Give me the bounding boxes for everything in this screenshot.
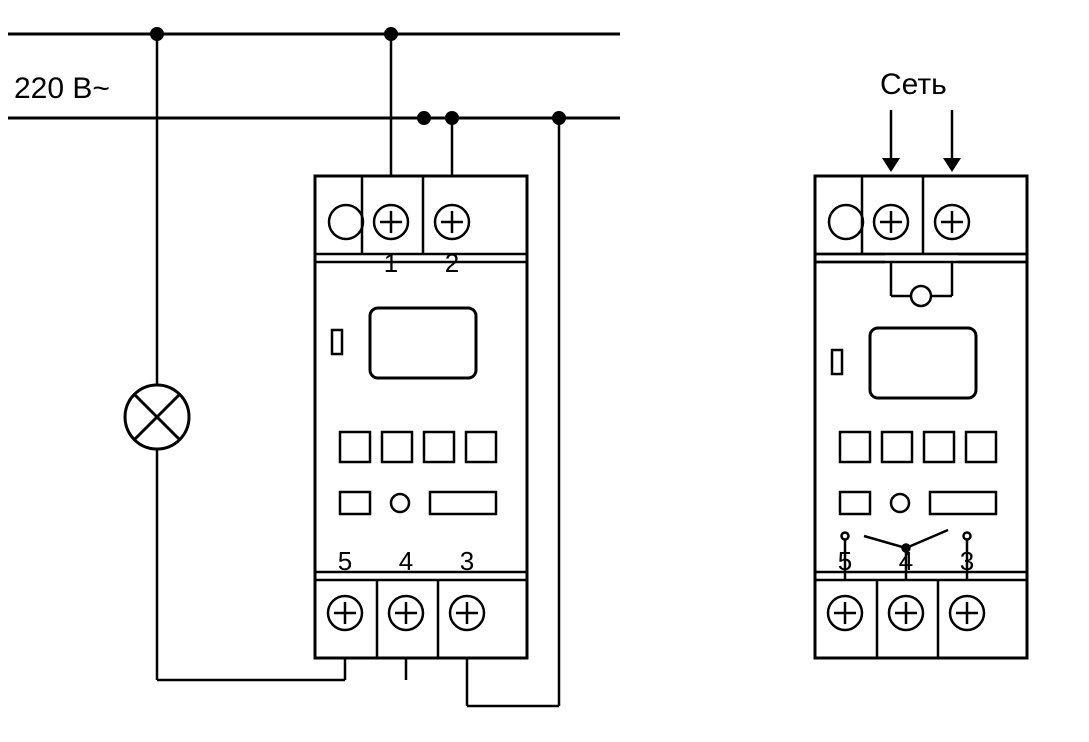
timer-device-right-button-2 xyxy=(882,432,912,462)
timer-device-right-button-3 xyxy=(924,432,954,462)
timer-device-left-button-4 xyxy=(466,432,496,462)
timer-device-left-top-terminal-1 xyxy=(374,205,408,239)
timer-device-right-screen xyxy=(870,328,976,398)
lamp-symbol xyxy=(125,385,189,449)
timer-device-left-bot-num-5: 5 xyxy=(338,546,352,576)
mains-voltage-label: 220 В~ xyxy=(14,72,110,105)
timer-device-left-bot-terminal-4 xyxy=(389,596,423,630)
timer-device-left-screen xyxy=(370,308,476,378)
timer-device-left-bot-num-4: 4 xyxy=(399,546,413,576)
right-schematic-diagram: Сеть 12543 xyxy=(815,68,1027,658)
timer-device-left-button-3 xyxy=(424,432,454,462)
timer-device-right-top-terminal-1 xyxy=(874,205,908,239)
timer-device-left: 1 2 5 4 3 xyxy=(315,176,527,658)
timer-device-left-top-num-2: 2 xyxy=(445,248,459,278)
timer-device-left-bot-num-3: 3 xyxy=(460,546,474,576)
timer-device-right-bot-terminal-4 xyxy=(889,596,923,630)
timer-device-right-button-4 xyxy=(966,432,996,462)
junction-2 xyxy=(417,111,431,125)
timer-device-left-bot-terminal-5 xyxy=(328,596,362,630)
mains-arrow-2 xyxy=(943,110,961,172)
relay-contact-arm-no xyxy=(906,530,948,548)
timer-device-left-bot-terminal-3 xyxy=(450,596,484,630)
timer-device-left-top-num-1: 1 xyxy=(384,248,398,278)
network-label: Сеть xyxy=(880,68,947,101)
timer-device-right-button-1 xyxy=(840,432,870,462)
left-wiring-diagram: 220 В~ 1 2 5 4 3 xyxy=(8,27,620,706)
timer-device-right-bot-terminal-3 xyxy=(950,596,984,630)
timer-device-right-bot-terminal-5 xyxy=(828,596,862,630)
timer-device-left-button-2 xyxy=(382,432,412,462)
timer-device-right: 12543 xyxy=(815,176,1027,658)
mains-arrow-1 xyxy=(882,110,900,172)
timer-device-right-top-terminal-2 xyxy=(935,205,969,239)
relay-contact-arm-nc xyxy=(864,536,906,548)
timer-device-left-top-terminal-2 xyxy=(435,205,469,239)
timer-device-left-button-1 xyxy=(340,432,370,462)
